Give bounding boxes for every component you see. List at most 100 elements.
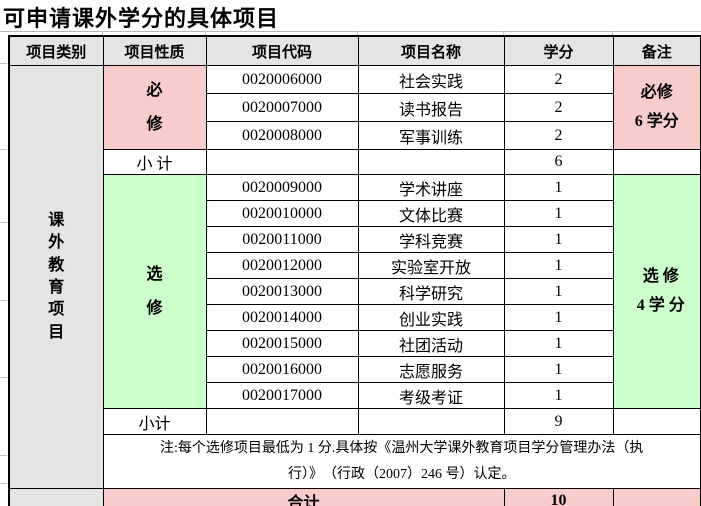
header-row: 项目类别 项目性质 项目代码 项目名称 学分 备注 xyxy=(8,35,701,66)
note-cell: 注:每个选修项目最低为 1 分.具体按《温州大学课外教育项目学分管理办法（执 行… xyxy=(102,434,701,489)
code-cell: 0020015000 xyxy=(205,330,359,357)
note-row: 注:每个选修项目最低为 1 分.具体按《温州大学课外教育项目学分管理办法（执 行… xyxy=(9,434,701,489)
code-cell: 0020014000 xyxy=(205,304,359,331)
header-credit: 学分 xyxy=(503,35,614,66)
empty-cell xyxy=(612,408,701,435)
gridline-tick xyxy=(0,63,7,64)
elective-label: 选修 xyxy=(146,265,163,317)
gridline-tick xyxy=(0,483,7,484)
name-cell: 科学研究 xyxy=(357,278,505,305)
header-project-code: 项目代码 xyxy=(205,35,359,66)
empty-cell xyxy=(205,408,359,435)
gridline-tick xyxy=(0,455,7,456)
subtotal-label-cell: 小 计 xyxy=(102,149,207,175)
table-row: 0020012000 实验室开放 1 xyxy=(9,252,701,279)
header-remark: 备注 xyxy=(612,35,701,66)
title-underline xyxy=(0,31,701,32)
required-remark-line1: 必修 xyxy=(640,83,673,101)
elective-label-cell: 选修 xyxy=(102,174,207,409)
code-cell: 0020006000 xyxy=(205,65,359,94)
gridline-tick xyxy=(357,31,358,35)
name-cell: 志愿服务 xyxy=(357,356,505,383)
name-cell: 军事训练 xyxy=(357,121,505,150)
subtotal-credit-cell: 9 xyxy=(503,408,614,435)
category-label: 课外教育项目 xyxy=(48,211,65,341)
gridline-tick xyxy=(0,222,7,223)
category-cell: 课外教育项目 xyxy=(8,65,104,489)
credit-cell: 1 xyxy=(503,304,614,331)
subtotal-label-cell: 小计 xyxy=(102,408,207,435)
code-cell: 0020007000 xyxy=(205,93,359,122)
table-row: 0020011000 学科竞赛 1 xyxy=(9,226,701,253)
name-cell: 社会实践 xyxy=(357,65,505,94)
credit-cell: 2 xyxy=(503,121,614,150)
note-line1: 注:每个选修项目最低为 1 分.具体按《温州大学课外教育项目学分管理办法（执 xyxy=(160,440,644,456)
elective-subtotal-row: 小计 9 xyxy=(9,408,701,435)
required-remark-cell: 必修 6 学分 xyxy=(612,65,701,150)
note-line2: 行）》 （行政（2007）246 号）认定。 xyxy=(288,466,516,482)
empty-remark-cell xyxy=(612,488,701,506)
credit-cell: 1 xyxy=(503,252,614,279)
name-cell: 社团活动 xyxy=(357,330,505,357)
total-label-cell: 合计 xyxy=(102,488,505,506)
table-row: 0020008000 军事训练 2 xyxy=(9,121,701,150)
empty-cell xyxy=(357,408,505,435)
required-subtotal-row: 小 计 6 xyxy=(9,149,701,175)
code-cell: 0020016000 xyxy=(205,356,359,383)
elective-remark-line1: 选 修 xyxy=(642,267,679,285)
gridline-tick xyxy=(102,31,103,35)
total-row: 合计 10 xyxy=(8,488,701,506)
elective-remark-cell: 选 修 4 学 分 xyxy=(612,174,701,409)
header-project-category: 项目类别 xyxy=(8,35,104,66)
code-cell: 0020010000 xyxy=(205,200,359,227)
credit-cell: 1 xyxy=(503,330,614,357)
gridline-tick xyxy=(0,300,7,301)
code-cell: 0020017000 xyxy=(205,382,359,409)
name-cell: 读书报告 xyxy=(357,93,505,122)
name-cell: 学科竞赛 xyxy=(357,226,505,253)
empty-category-cell xyxy=(8,488,104,506)
code-cell: 0020009000 xyxy=(205,174,359,201)
name-cell: 创业实践 xyxy=(357,304,505,331)
elective-remark-line2: 4 学 分 xyxy=(636,296,685,314)
required-remark-line2: 6 学分 xyxy=(634,112,679,130)
gridline-tick xyxy=(205,31,206,35)
required-label-cell: 必修 xyxy=(102,65,207,150)
total-credit-cell: 10 xyxy=(503,488,614,506)
name-cell: 实验室开放 xyxy=(357,252,505,279)
credit-cell: 1 xyxy=(503,226,614,253)
header-project-name: 项目名称 xyxy=(357,35,505,66)
table-row: 0020007000 读书报告 2 xyxy=(9,93,701,122)
gridline-tick xyxy=(503,31,504,35)
gridline-tick xyxy=(0,377,7,378)
credit-projects-table: 项目类别 项目性质 项目代码 项目名称 学分 备注 课外教育项目 必修 0020… xyxy=(8,35,701,506)
empty-cell xyxy=(357,149,505,175)
name-cell: 学术讲座 xyxy=(357,174,505,201)
credit-cell: 1 xyxy=(503,278,614,305)
table-row: 0020014000 创业实践 1 xyxy=(9,304,701,331)
name-cell: 文体比赛 xyxy=(357,200,505,227)
credit-cell: 2 xyxy=(503,93,614,122)
credit-cell: 2 xyxy=(503,65,614,94)
table-row: 课外教育项目 必修 0020006000 社会实践 2 必修 6 学分 xyxy=(8,65,701,489)
code-cell: 0020013000 xyxy=(205,278,359,305)
header-project-nature: 项目性质 xyxy=(102,35,207,66)
gridline-tick xyxy=(612,31,613,35)
code-cell: 0020008000 xyxy=(205,121,359,150)
empty-cell xyxy=(205,149,359,175)
code-cell: 0020011000 xyxy=(205,226,359,253)
name-cell: 考级考证 xyxy=(357,382,505,409)
credit-cell: 1 xyxy=(503,356,614,383)
credit-cell: 1 xyxy=(503,174,614,201)
required-label: 必修 xyxy=(146,81,163,133)
empty-cell xyxy=(612,149,701,175)
code-cell: 0020012000 xyxy=(205,252,359,279)
gridline-tick xyxy=(0,149,7,150)
page-title: 可申请课外学分的具体项目 xyxy=(3,6,280,31)
table-row: 0020010000 文体比赛 1 xyxy=(9,200,701,227)
table-row: 选修 0020009000 学术讲座 1 选 修 4 学 分 xyxy=(9,174,701,409)
subtotal-credit-cell: 6 xyxy=(503,149,614,175)
credit-cell: 1 xyxy=(503,382,614,409)
credit-cell: 1 xyxy=(503,200,614,227)
